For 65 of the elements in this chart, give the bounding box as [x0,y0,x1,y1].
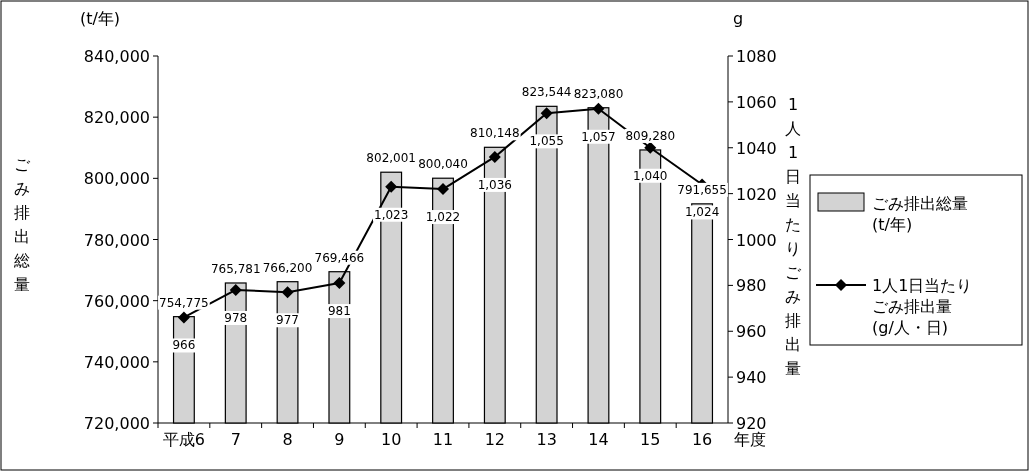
data-label: 766,200 [262,260,313,275]
x-tick-label: 10 [381,430,402,449]
x-tick-label: 11 [432,430,454,449]
point [177,311,190,324]
data-label: 1,036 [477,177,512,192]
data-label: 1,022 [425,210,461,225]
data-label: 823,080 [573,86,624,101]
y2-tick-label: 1040 [736,138,777,158]
data-label: 754,775 [159,295,209,310]
y-tick-label: 840,000 [83,47,150,66]
point [281,286,294,299]
y2-tick-label: 940 [736,368,767,388]
data-label: 1,040 [633,168,668,183]
point [540,107,553,120]
legend-label: ごみ排出総量(t/年) [872,194,968,234]
data-label: 977 [276,313,299,328]
x-tick-label: 15 [640,430,661,449]
y-tick-label: 800,000 [83,169,150,189]
y2-tick-label: 960 [736,322,767,342]
data-label: 823,544 [521,85,572,100]
point [229,283,242,296]
data-label: 809,280 [625,128,676,143]
y2-tick-label: 980 [736,276,767,296]
x-tick-label: 平成6 [162,430,205,449]
data-label: 800,040 [418,157,468,172]
y-tick-label: 820,000 [83,108,150,128]
point [644,141,657,154]
x-tick-label: 13 [536,430,557,449]
x-tick-label: 12 [484,430,505,449]
point [488,150,501,163]
x-tick-label: 16 [691,430,713,449]
data-label: 791,655 [677,182,727,197]
data-label: 802,001 [366,151,416,166]
data-label: 810,148 [470,126,520,141]
x-tick-label: 9 [334,430,345,449]
text: g [732,9,744,28]
legend-label: 1人1日当たりごみ排出量(g/人・日) [872,276,973,337]
y2-tick-label: 1000 [736,230,777,250]
data-label: 1,023 [374,207,409,222]
data-label: 981 [327,304,351,319]
point [385,180,398,193]
data-label: 1,057 [581,129,616,144]
y2-tick-label: 1020 [736,184,777,204]
data-label: 978 [224,310,248,325]
data-label: 765,781 [210,261,261,276]
y2-tick-label: 1080 [736,47,777,66]
y-tick-label: 720,000 [83,414,150,433]
point [333,277,346,290]
y-tick-label: 740,000 [83,352,150,372]
point [592,102,605,115]
point [437,183,449,196]
x-axis-title: 年度 [734,430,766,449]
y-tick-label: 760,000 [83,291,150,311]
data-label: 769,466 [314,250,365,265]
text: 1人1日当たりごみ排出量 [785,95,801,378]
y-axis-title: ごみ排出総量 [13,155,31,294]
data-label: 1,024 [684,205,720,220]
y2-tick-label: 1060 [736,92,777,112]
data-label: 966 [172,338,196,353]
data-label: 1,055 [529,134,564,149]
x-tick-label: 14 [588,430,609,449]
x-tick-label: 7 [230,430,241,449]
text: (t/年) [79,9,121,28]
y-tick-label: 780,000 [83,230,150,250]
x-tick-label: 8 [282,430,293,449]
